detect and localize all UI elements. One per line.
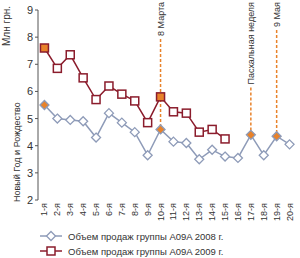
annotations: Новый Год и Рождество 8 Марта Пасхальная н… xyxy=(12,2,282,202)
point xyxy=(143,151,152,160)
y-tick-label: 8 xyxy=(27,31,33,43)
x-tick-label: 14-я xyxy=(207,203,217,221)
point xyxy=(246,130,255,139)
y-tick-label: 2 xyxy=(27,194,33,206)
point xyxy=(53,64,61,72)
y-tick-label: 3 xyxy=(27,167,33,179)
plot xyxy=(40,44,294,164)
x-tick-label: 16-я xyxy=(233,203,243,221)
point xyxy=(131,97,139,105)
y-axis: 2 3 4 5 6 7 8 9 xyxy=(27,4,38,206)
x-tick-label: 20-я xyxy=(285,203,295,221)
y-tick xyxy=(35,91,38,92)
point xyxy=(233,153,242,162)
point xyxy=(92,133,101,142)
y-tick-label: 9 xyxy=(27,4,33,16)
y-axis-line xyxy=(38,10,39,200)
y-tick xyxy=(35,172,38,173)
annotation-line xyxy=(276,30,278,136)
point xyxy=(182,109,190,117)
point xyxy=(53,114,62,123)
point xyxy=(221,152,230,161)
y-tick-label: 6 xyxy=(27,85,33,97)
series-line xyxy=(44,105,289,159)
annotation: 8 Марта xyxy=(156,2,166,36)
point xyxy=(66,51,74,59)
x-tick-label: 7-я xyxy=(117,203,127,216)
y-tick-label: 4 xyxy=(27,140,33,152)
x-tick-label: 12-я xyxy=(181,203,191,221)
annotation-line xyxy=(250,88,252,135)
series-line xyxy=(44,48,225,139)
point xyxy=(195,128,203,136)
x-tick-label: 10-я xyxy=(156,203,166,221)
point xyxy=(144,119,152,127)
x-tick-label: 5-я xyxy=(91,203,101,216)
chart: 2 3 4 5 6 7 8 9 Млн грн. 1-я2-я3-я4-я5-я6-я7-я8-я… xyxy=(0,0,300,258)
x-tick-label: 17-я xyxy=(246,203,256,221)
point xyxy=(66,115,75,124)
x-tick-label: 13-я xyxy=(194,203,204,221)
x-tick-label: 1-я xyxy=(39,203,49,216)
point xyxy=(259,151,268,160)
legend: Объем продаж группы A09A 2008 г. Объем пр… xyxy=(40,231,223,257)
y-tick xyxy=(35,145,38,146)
point xyxy=(104,109,113,118)
point xyxy=(157,93,165,101)
point xyxy=(169,137,178,146)
legend-label: Объем продаж группы A09A 2008 г. xyxy=(68,231,223,242)
legend-marker xyxy=(47,232,56,241)
point xyxy=(130,128,139,137)
legend-label: Объем продаж группы A09A 2009 г. xyxy=(68,246,223,257)
point xyxy=(208,125,216,133)
x-tick-label: 18-я xyxy=(259,203,269,221)
x-tick-label: 8-я xyxy=(130,203,140,216)
point xyxy=(195,155,204,164)
x-tick-label: 6-я xyxy=(104,203,114,216)
x-tick-label: 2-я xyxy=(52,203,62,216)
x-tick-label: 9-я xyxy=(143,203,153,216)
point xyxy=(208,145,217,154)
y-tick xyxy=(35,64,38,65)
y-tick xyxy=(35,118,38,119)
x-tick-label: 15-я xyxy=(220,203,230,221)
annotation: Пасхальная неделя xyxy=(246,2,256,85)
point xyxy=(221,135,229,143)
point xyxy=(40,101,49,110)
y-tick-label: 5 xyxy=(27,113,33,125)
annotation-line xyxy=(160,39,162,129)
x-tick-label: 19-я xyxy=(272,203,282,221)
annotation: 9 Мая xyxy=(272,2,282,27)
x-tick-label: 11-я xyxy=(168,203,178,220)
point xyxy=(79,74,87,82)
point xyxy=(117,118,126,127)
point xyxy=(92,96,100,104)
legend-marker xyxy=(47,247,55,255)
point xyxy=(169,108,177,116)
x-tick-label: 4-я xyxy=(78,203,88,216)
y-tick xyxy=(35,10,38,11)
annotation: Новый Год и Рождество xyxy=(12,102,22,202)
point xyxy=(118,90,126,98)
point xyxy=(285,140,294,149)
y-axis-label: Млн грн. xyxy=(1,6,12,46)
x-tick-label: 3-я xyxy=(65,203,75,216)
point xyxy=(105,82,113,90)
y-tick xyxy=(35,37,38,38)
point xyxy=(156,125,165,134)
y-tick xyxy=(35,200,38,201)
point xyxy=(79,117,88,126)
point xyxy=(40,44,48,52)
point xyxy=(272,132,281,141)
y-tick-label: 7 xyxy=(27,58,33,70)
point xyxy=(182,139,191,148)
